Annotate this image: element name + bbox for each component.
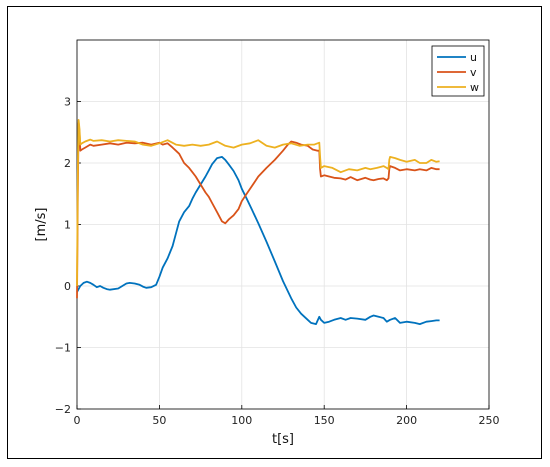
y-tick-label: 2 <box>64 157 71 170</box>
x-tick-label: 0 <box>74 414 81 427</box>
series-line-u <box>76 155 440 326</box>
x-tick-label: 200 <box>396 414 417 427</box>
x-tick-label: 250 <box>479 414 500 427</box>
x-tick-label: 100 <box>231 414 252 427</box>
grid <box>76 39 490 410</box>
axis-ticks: 0 50 100 150 200 250 −2 −1 0 1 2 3 <box>55 96 500 428</box>
legend-label-w: w <box>470 81 479 94</box>
y-tick-label: 1 <box>64 219 71 232</box>
series-lines <box>76 119 440 326</box>
series-line-w <box>76 119 440 287</box>
series-line-v <box>76 122 440 299</box>
y-tick-label: −1 <box>55 342 71 355</box>
x-axis-label: t[s] <box>272 432 294 447</box>
x-tick-label: 50 <box>152 414 166 427</box>
legend-label-v: v <box>470 66 477 79</box>
legend: uvw <box>431 45 485 97</box>
y-tick-label: 3 <box>64 96 71 109</box>
y-axis-label: [m/s] <box>34 208 49 242</box>
y-tick-label: −2 <box>55 403 71 416</box>
y-tick-label: 0 <box>64 280 71 293</box>
legend-label-u: u <box>470 51 477 64</box>
x-tick-label: 150 <box>314 414 335 427</box>
